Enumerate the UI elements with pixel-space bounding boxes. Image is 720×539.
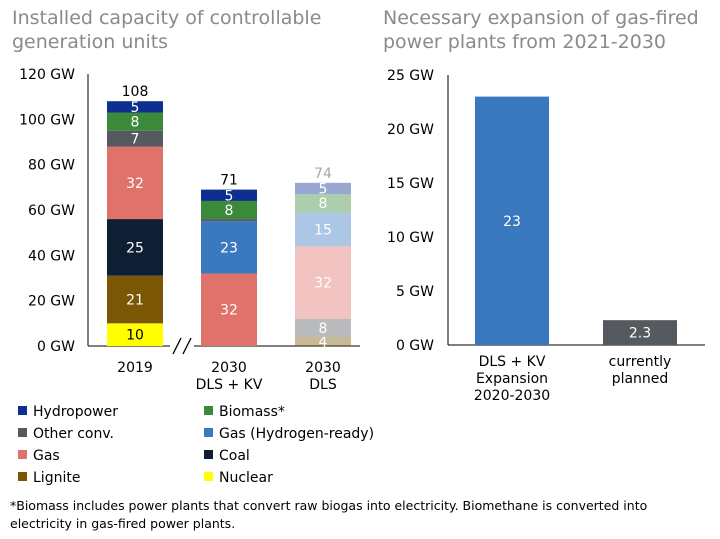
right-chart-title: Necessary expansion of gas-fired power p… — [383, 7, 699, 53]
legend-label: Hydropower — [33, 404, 118, 420]
x-tick-label: DLS + KV — [479, 354, 546, 370]
left-chart-title: Installed capacity of controllable gener… — [12, 7, 322, 53]
data-label: 15 — [314, 222, 332, 238]
bar-segment-hydropower — [107, 101, 163, 113]
legend-label: Gas (Hydrogen-ready) — [219, 426, 375, 442]
legend-swatch — [18, 450, 27, 459]
y-tick-label: 15 GW — [387, 176, 434, 192]
data-label: 5 — [131, 100, 140, 116]
bar-segment-hydropower — [295, 182, 351, 195]
legend-item-gas-hydrogen: Gas (Hydrogen-ready) — [204, 425, 374, 443]
bar-segment-gas-hydrogen-ready — [295, 212, 351, 247]
data-label: 8 — [225, 203, 234, 219]
x-tick-label: planned — [612, 371, 669, 387]
y-tick-label: 10 GW — [387, 230, 434, 246]
bar-segment-gas — [201, 273, 257, 346]
bar-currently-planned — [603, 320, 677, 345]
data-label: 4 — [319, 334, 328, 350]
axis-break-mark — [182, 337, 192, 355]
axis-break-mark — [172, 337, 182, 355]
x-tick-label: DLS + KV — [196, 377, 263, 393]
y-tick-label: 0 GW — [396, 338, 434, 354]
data-label: 2.3 — [629, 326, 651, 342]
bar-segment-other-conv — [201, 219, 257, 222]
y-tick-label: 20 GW — [28, 294, 75, 310]
y-tick-label: 25 GW — [387, 68, 434, 84]
legend-label: Biomass* — [219, 404, 285, 420]
bar-total-label: 71 — [220, 173, 238, 189]
legend-label: Coal — [219, 448, 250, 464]
legend-item-hydropower: Hydropower — [18, 403, 118, 421]
y-tick-label: 60 GW — [28, 203, 75, 219]
x-tick-label: 2020-2030 — [474, 388, 550, 404]
x-tick-label: DLS — [309, 377, 337, 393]
bar-segment-biomass — [201, 200, 257, 220]
legend-swatch — [204, 472, 213, 481]
right-chart: 0 GW 5 GW 10 GW 15 GW 20 GW 25 GW 23 DLS + KVEx… — [387, 68, 705, 404]
y-tick-label: 0 GW — [37, 339, 75, 355]
y-tick-label: 80 GW — [28, 158, 75, 174]
legend-item-gas: Gas — [18, 447, 60, 465]
data-label: 32 — [126, 176, 144, 192]
legend-item-nuclear: Nuclear — [204, 469, 273, 487]
legend-swatch — [18, 472, 27, 481]
data-label: 25 — [126, 240, 144, 256]
bar-segment-nuclear — [107, 323, 163, 346]
data-label: 32 — [314, 276, 332, 292]
legend-swatch — [18, 428, 27, 437]
legend-label: Gas — [33, 448, 60, 464]
bar-segment-other-conv — [295, 318, 351, 337]
y-tick-label: 5 GW — [396, 284, 434, 300]
bar-dls-kv-expansion-2020-2030 — [475, 96, 549, 345]
legend-swatch — [204, 406, 213, 415]
bar-segment-other-conv — [107, 130, 163, 147]
footnote: *Biomass includes power plants that conv… — [10, 498, 648, 531]
bar-segment-lignite — [107, 275, 163, 324]
y-tick-label: 20 GW — [387, 122, 434, 138]
data-label: 23 — [503, 214, 521, 230]
data-label: 10 — [126, 328, 144, 344]
y-tick-label: 120 GW — [19, 67, 75, 83]
x-tick-label: 2030 — [211, 360, 247, 376]
legend-item-coal: Coal — [204, 447, 250, 465]
legend-swatch — [204, 428, 213, 437]
bar-segment-gas — [295, 246, 351, 319]
data-label: 23 — [220, 240, 238, 256]
data-label: 21 — [126, 293, 144, 309]
bar-segment-gas — [107, 146, 163, 220]
x-tick-label: currently — [609, 354, 672, 370]
legend-item-biomass: Biomass* — [204, 403, 285, 421]
data-label: 8 — [319, 196, 328, 212]
y-tick-label: 100 GW — [19, 112, 75, 128]
bar-segment-lignite — [295, 336, 351, 346]
bar-segment-coal — [107, 219, 163, 276]
y-tick-label: 40 GW — [28, 248, 75, 264]
bar-segment-biomass — [295, 194, 351, 213]
bar-total-label: 108 — [122, 84, 149, 100]
legend-item-other-conv: Other conv. — [18, 425, 114, 443]
legend-label: Lignite — [33, 470, 81, 486]
data-label: 5 — [319, 181, 328, 197]
data-label: 32 — [220, 303, 238, 319]
x-tick-label: 2030 — [305, 360, 341, 376]
bar-segment-gas-hydrogen-ready — [201, 221, 257, 274]
legend-label: Other conv. — [33, 426, 114, 442]
bar-total-label: 74 — [314, 166, 332, 182]
data-label: 5 — [225, 188, 234, 204]
x-tick-label: 2019 — [117, 360, 153, 376]
legend-swatch — [18, 406, 27, 415]
legend-swatch — [204, 450, 213, 459]
x-tick-label: Expansion — [476, 371, 548, 387]
bar-segment-hydropower — [201, 189, 257, 201]
data-label: 7 — [131, 132, 140, 148]
data-label: 8 — [319, 321, 328, 337]
data-label: 8 — [131, 115, 140, 131]
legend-label: Nuclear — [219, 470, 273, 486]
legend-item-lignite: Lignite — [18, 469, 80, 487]
bar-segment-biomass — [107, 112, 163, 131]
left-chart: 0 GW 20 GW 40 GW 60 GW 80 GW 100 GW 120 GW 10 21… — [19, 67, 360, 393]
